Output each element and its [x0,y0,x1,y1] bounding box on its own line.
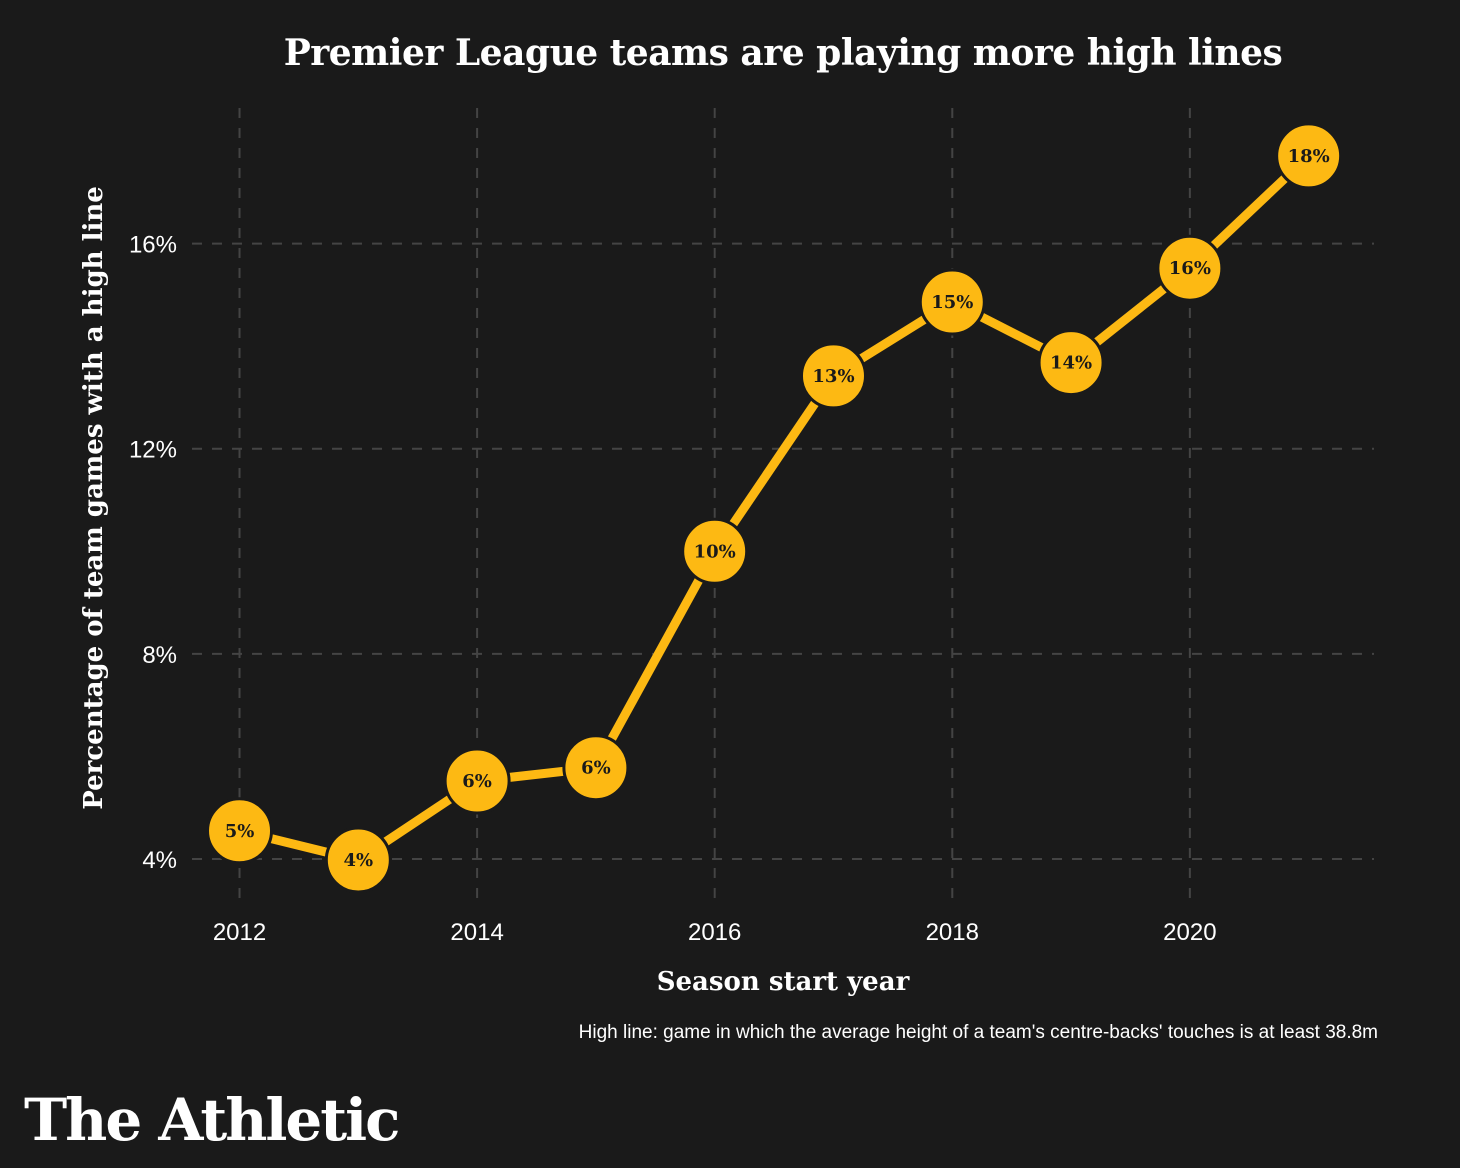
point-label: 6% [581,758,611,779]
x-axis-ticks: 2012 2014 2016 2018 2020 [213,919,1217,946]
point-marker [206,797,274,865]
point-label: 14% [1050,353,1092,374]
point-label: 5% [225,821,255,842]
data-point: 4% [324,826,392,894]
y-tick-label: 12% [129,437,177,464]
series-line [238,152,1312,865]
point-marker [799,342,867,410]
point-marker [324,826,392,894]
x-tick-label: 2012 [213,919,266,946]
point-label: 15% [931,292,973,313]
data-points: 5% 4% 6% 6% 10% 13% 15% 14% 16% 18% [206,122,1343,894]
x-tick-label: 2016 [688,919,741,946]
point-marker [1037,329,1105,397]
brand-logo: The Athletic [24,1086,400,1154]
data-point: 6% [562,734,630,802]
data-point: 5% [206,797,274,865]
data-point: 6% [443,747,511,815]
data-point: 18% [1275,122,1343,190]
point-marker [918,268,986,336]
point-marker [681,517,749,585]
x-tick-label: 2020 [1163,919,1216,946]
point-marker [562,734,630,802]
grid-lines [192,108,1374,900]
line-segment [710,373,838,554]
point-marker [443,747,511,815]
data-point: 14% [1037,329,1105,397]
point-marker [1275,122,1343,190]
data-point: 15% [918,268,986,336]
y-tick-label: 4% [142,847,177,874]
y-tick-label: 16% [129,232,177,259]
point-label: 10% [694,541,736,562]
point-label: 13% [812,366,854,387]
x-axis-title: Season start year [657,967,910,997]
x-tick-label: 2018 [926,919,979,946]
data-point: 13% [799,342,867,410]
y-tick-label: 8% [142,642,177,669]
data-point: 10% [681,517,749,585]
chart-title: Premier League teams are playing more hi… [283,32,1283,74]
line-segment [591,549,719,770]
point-label: 4% [343,850,373,871]
point-label: 6% [462,771,492,792]
y-axis-title: Percentage of team games with a high lin… [79,186,109,810]
point-label: 16% [1169,258,1211,279]
footnote: High line: game in which the average hei… [578,1022,1378,1043]
x-tick-label: 2014 [450,919,503,946]
point-marker [1156,234,1224,302]
point-label: 18% [1288,146,1330,167]
data-point: 16% [1156,234,1224,302]
y-axis-ticks: 4% 8% 12% 16% [129,232,177,874]
